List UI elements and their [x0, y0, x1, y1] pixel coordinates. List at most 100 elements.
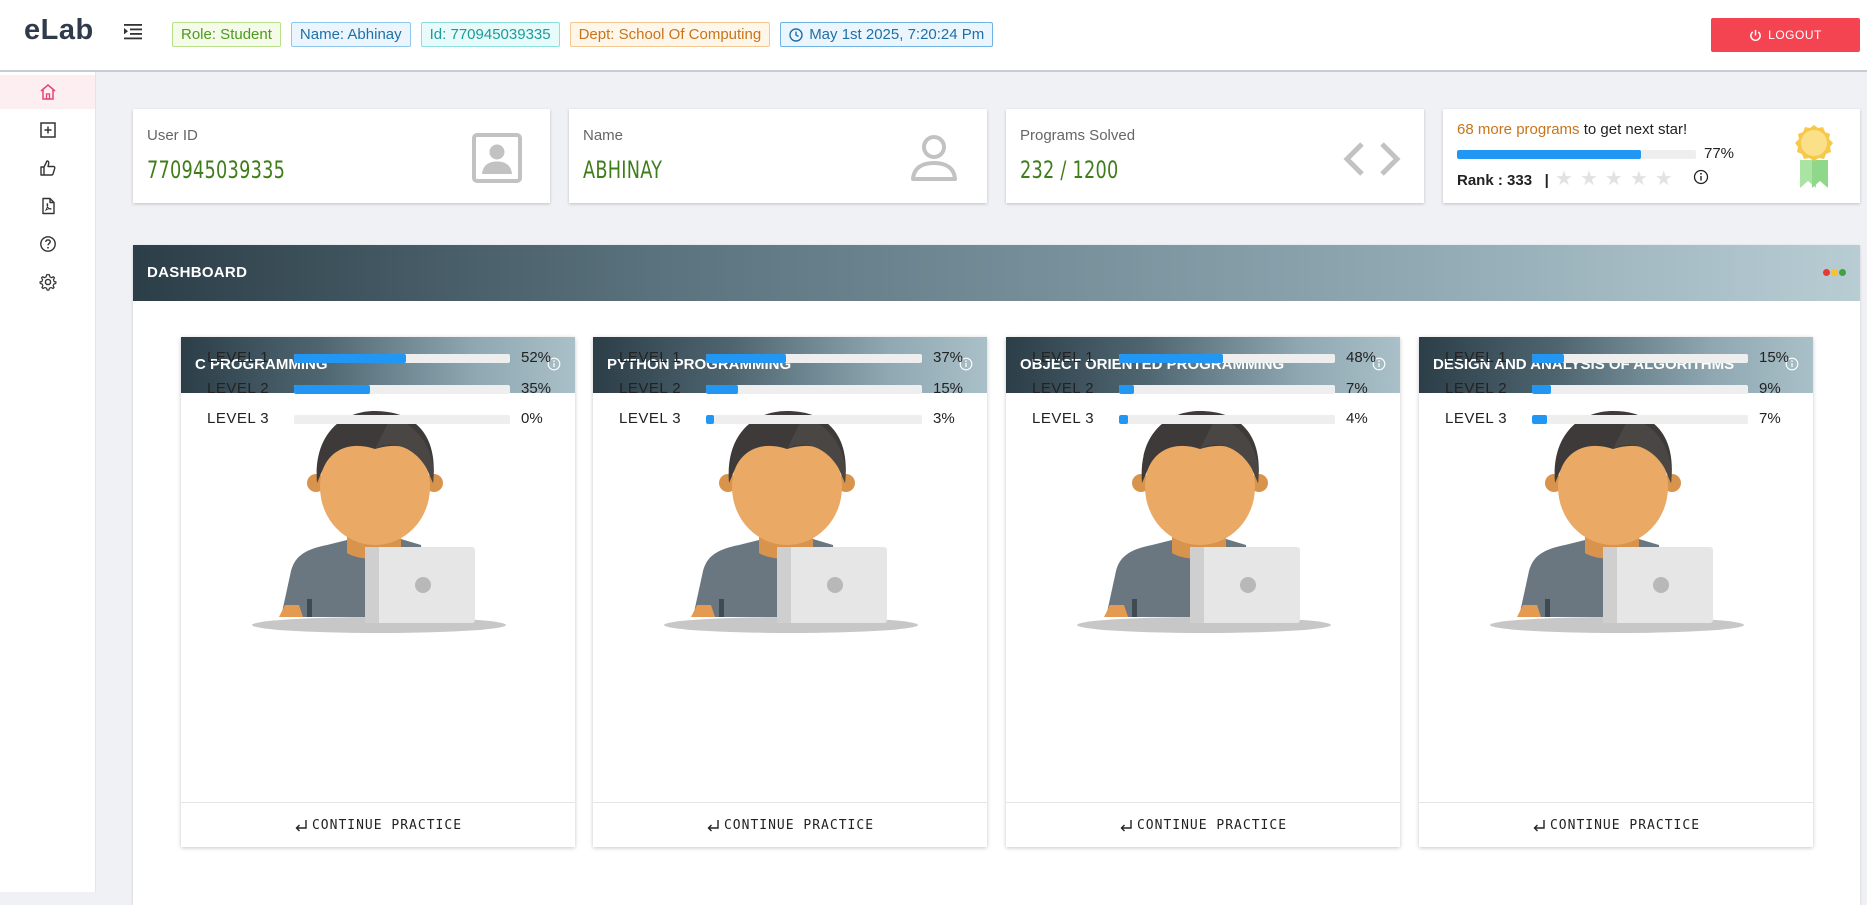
- gear-icon: [38, 273, 57, 291]
- level-percent: 35%: [521, 380, 552, 397]
- level-percent: 9%: [1759, 380, 1781, 397]
- logout-button[interactable]: LOGOUT: [1711, 18, 1860, 52]
- sidebar-item-settings[interactable]: [0, 265, 95, 299]
- user-id-label: User ID: [147, 127, 198, 144]
- info-icon[interactable]: [547, 357, 561, 371]
- level-progress-fill: [1119, 415, 1128, 424]
- sidebar-item-pdf[interactable]: [0, 189, 95, 223]
- star-rating: ★ ★ ★ ★ ★: [1555, 169, 1673, 189]
- level-name: LEVEL 3: [1445, 410, 1508, 427]
- level-row: LEVEL 2 35%: [181, 380, 575, 400]
- sidebar-item-add[interactable]: [0, 113, 95, 147]
- sidebar-item-home[interactable]: [0, 75, 95, 109]
- level-progress-track: [1532, 385, 1748, 394]
- level-progress-track: [706, 385, 922, 394]
- rank-separator: |: [1544, 172, 1549, 189]
- level-row: LEVEL 3 4%: [1006, 410, 1400, 430]
- level-name: LEVEL 2: [619, 380, 682, 397]
- info-icon[interactable]: [1693, 169, 1709, 185]
- datetime-tag: May 1st 2025, 7:20:24 Pm: [780, 22, 994, 47]
- info-icon[interactable]: [1372, 357, 1386, 371]
- app-logo[interactable]: eLab: [24, 14, 94, 46]
- medal-icon: [1795, 125, 1833, 188]
- top-bar: eLab Role: Student Name: Abhinay Id: 770…: [0, 0, 1867, 72]
- star-icon: ★: [1654, 168, 1673, 190]
- menu-toggle-icon[interactable]: [124, 23, 144, 41]
- level-percent: 37%: [933, 349, 964, 366]
- thumbs-up-icon: [39, 160, 55, 176]
- course-card: DESIGN AND ANALYSIS OF ALGORITHMS LEVEL …: [1419, 337, 1813, 847]
- id-tag: Id: 770945039335: [420, 22, 560, 47]
- level-progress-fill: [1532, 354, 1565, 363]
- code-brackets-icon: [1343, 142, 1401, 176]
- info-icon[interactable]: [1785, 357, 1799, 371]
- course-header: OBJECT ORIENTED PROGRAMMING: [1006, 337, 1400, 393]
- star-progress-fill: [1457, 150, 1642, 159]
- level-name: LEVEL 1: [1445, 349, 1508, 366]
- info-icon[interactable]: [959, 357, 973, 371]
- return-arrow-icon: [1120, 819, 1132, 831]
- continue-practice-label: CONTINUE PRACTICE: [1136, 817, 1288, 833]
- continue-practice-label: CONTINUE PRACTICE: [723, 817, 875, 833]
- course-card: C PROGRAMMING LEVEL 1 52% LEVEL 2: [181, 337, 575, 847]
- user-icon: [911, 135, 957, 181]
- course-card: OBJECT ORIENTED PROGRAMMING LEVEL 1 48% …: [1006, 337, 1400, 847]
- dashboard-title: DASHBOARD: [147, 264, 248, 281]
- rank-text: Rank : 333: [1457, 172, 1533, 189]
- level-progress-track: [1119, 385, 1335, 394]
- help-circle-icon: [39, 236, 56, 252]
- clock-icon: [789, 27, 803, 42]
- continue-practice-button[interactable]: CONTINUE PRACTICE: [593, 802, 987, 847]
- star-progress-percent: 77%: [1704, 145, 1735, 162]
- continue-practice-button[interactable]: CONTINUE PRACTICE: [1419, 802, 1813, 847]
- level-percent: 0%: [521, 410, 543, 427]
- level-progress-track: [1119, 415, 1335, 424]
- level-row: LEVEL 3 7%: [1419, 410, 1813, 430]
- sidebar: [0, 72, 96, 892]
- level-progress-fill: [1532, 385, 1552, 394]
- id-card-icon: [472, 133, 522, 183]
- name-label: Name: [583, 127, 624, 144]
- next-star-message: 68 more programs to get next star!: [1457, 121, 1687, 138]
- star-progress-track: [1457, 150, 1696, 159]
- name-value: ABHINAY: [583, 156, 663, 184]
- user-id-value: 770945039335: [147, 156, 286, 184]
- level-name: LEVEL 2: [1445, 380, 1508, 397]
- sidebar-item-like[interactable]: [0, 151, 95, 185]
- continue-practice-button[interactable]: CONTINUE PRACTICE: [1006, 802, 1400, 847]
- logout-label: LOGOUT: [1768, 28, 1822, 42]
- sidebar-item-help[interactable]: [0, 227, 95, 261]
- return-arrow-icon: [707, 819, 719, 831]
- star-icon: ★: [1629, 168, 1648, 190]
- level-row: LEVEL 2 7%: [1006, 380, 1400, 400]
- level-progress-fill: [294, 354, 407, 363]
- level-row: LEVEL 2 15%: [593, 380, 987, 400]
- level-row: LEVEL 1 48%: [1006, 349, 1400, 369]
- level-percent: 48%: [1346, 349, 1377, 366]
- programs-solved-label: Programs Solved: [1020, 127, 1136, 144]
- level-name: LEVEL 3: [619, 410, 682, 427]
- level-row: LEVEL 3 0%: [181, 410, 575, 430]
- level-row: LEVEL 2 9%: [1419, 380, 1813, 400]
- level-progress-fill: [1119, 354, 1223, 363]
- window-dots: [1823, 269, 1846, 276]
- continue-practice-label: CONTINUE PRACTICE: [1549, 817, 1701, 833]
- level-progress-track: [294, 415, 510, 424]
- level-row: LEVEL 1 52%: [181, 349, 575, 369]
- continue-practice-label: CONTINUE PRACTICE: [311, 817, 463, 833]
- level-percent: 52%: [521, 349, 552, 366]
- programs-remaining: 68 more programs: [1457, 121, 1580, 138]
- level-row: LEVEL 1 15%: [1419, 349, 1813, 369]
- level-name: LEVEL 1: [207, 349, 270, 366]
- level-progress-track: [1532, 415, 1748, 424]
- level-progress-track: [294, 354, 510, 363]
- level-name: LEVEL 1: [619, 349, 682, 366]
- continue-practice-button[interactable]: CONTINUE PRACTICE: [181, 802, 575, 847]
- home-icon: [40, 84, 55, 100]
- star-icon: ★: [1579, 168, 1598, 190]
- user-info-tags: Role: Student Name: Abhinay Id: 77094503…: [172, 22, 994, 47]
- level-percent: 15%: [933, 380, 964, 397]
- student-laptop-illustration: [252, 411, 506, 633]
- level-progress-fill: [706, 415, 714, 424]
- name-tag: Name: Abhinay: [290, 22, 411, 47]
